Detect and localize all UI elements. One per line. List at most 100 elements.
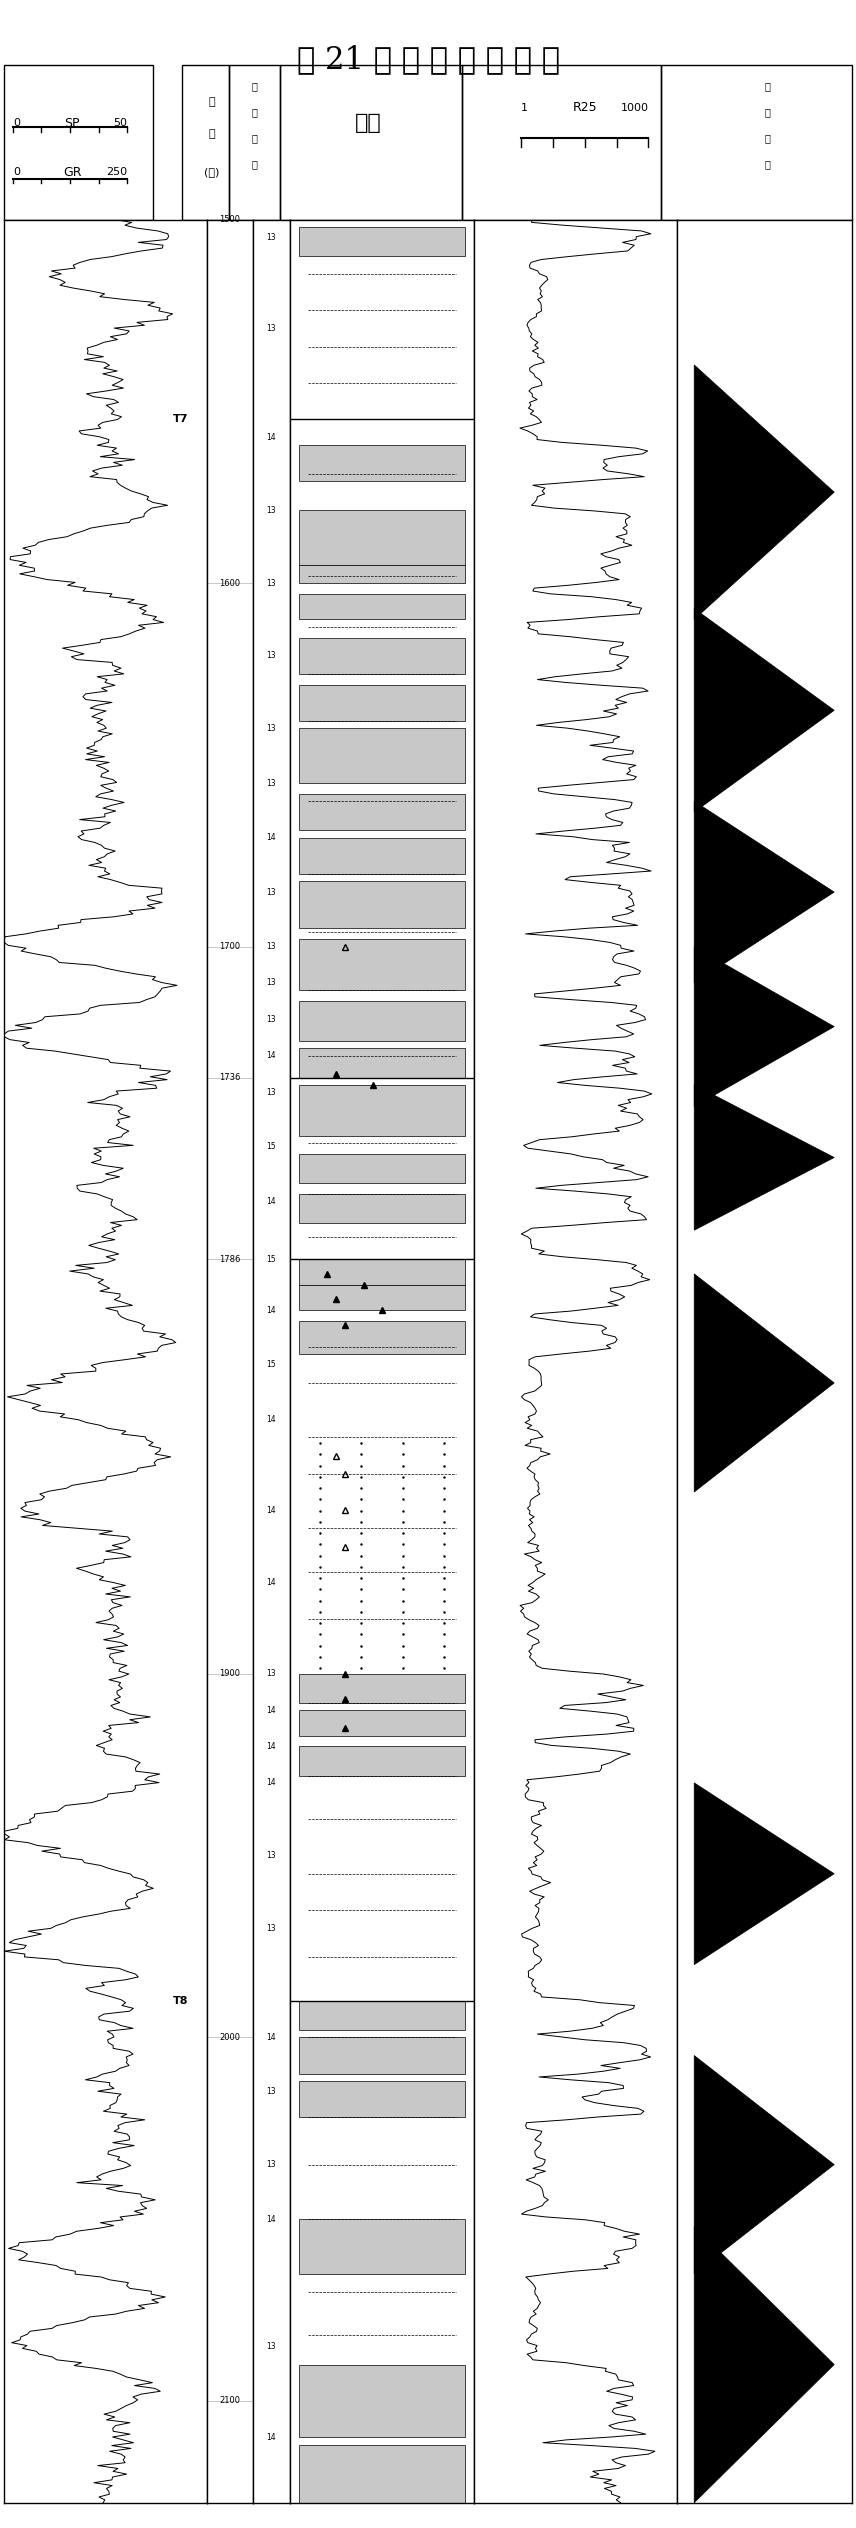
Bar xyxy=(299,940,465,991)
Text: 1700: 1700 xyxy=(219,943,241,951)
Text: 13: 13 xyxy=(266,887,276,897)
Text: 度: 度 xyxy=(209,129,215,139)
Bar xyxy=(299,1709,465,1737)
Text: 50: 50 xyxy=(113,119,128,129)
Text: 1736: 1736 xyxy=(219,1072,241,1082)
Text: 14: 14 xyxy=(266,2432,276,2442)
Text: 太 21 井 单 井 旋 回 分 析: 太 21 井 单 井 旋 回 分 析 xyxy=(296,43,560,76)
Polygon shape xyxy=(694,2227,835,2503)
Polygon shape xyxy=(694,364,835,619)
Text: 1500: 1500 xyxy=(219,215,241,225)
Bar xyxy=(299,1153,465,1183)
Text: 14: 14 xyxy=(266,1577,276,1588)
Text: 14: 14 xyxy=(266,1304,276,1315)
Text: 1600: 1600 xyxy=(219,579,241,586)
Bar xyxy=(299,1259,465,1284)
Text: (米): (米) xyxy=(205,167,220,177)
Bar xyxy=(299,728,465,784)
Text: 沉: 沉 xyxy=(764,81,770,91)
Bar xyxy=(299,685,465,720)
Text: 13: 13 xyxy=(266,1924,276,1934)
Text: 13: 13 xyxy=(266,1087,276,1097)
Text: 代: 代 xyxy=(252,134,257,144)
Text: 14: 14 xyxy=(266,1416,276,1423)
Bar xyxy=(299,2002,465,2030)
Text: 15: 15 xyxy=(266,1360,276,1370)
Text: 0: 0 xyxy=(13,167,20,177)
Text: 13: 13 xyxy=(266,652,276,660)
Text: 13: 13 xyxy=(266,2159,276,2169)
Polygon shape xyxy=(694,609,835,811)
Text: 1900: 1900 xyxy=(219,1668,241,1679)
Text: 250: 250 xyxy=(106,167,128,177)
Text: 14: 14 xyxy=(266,834,276,842)
Text: 14: 14 xyxy=(266,2215,276,2225)
Bar xyxy=(299,2364,465,2437)
Text: 13: 13 xyxy=(266,1014,276,1024)
Bar xyxy=(299,1049,465,1077)
Bar xyxy=(182,66,229,220)
Text: 14: 14 xyxy=(266,1052,276,1059)
Bar xyxy=(299,2220,465,2273)
Text: 14: 14 xyxy=(266,1706,276,1714)
Bar xyxy=(299,1322,465,1355)
Text: 2100: 2100 xyxy=(219,2397,241,2407)
Bar xyxy=(299,594,465,619)
Bar xyxy=(229,66,280,220)
Text: 14: 14 xyxy=(266,1777,276,1787)
Polygon shape xyxy=(694,1782,835,1964)
Text: 13: 13 xyxy=(266,1668,276,1679)
Text: 13: 13 xyxy=(266,324,276,334)
Text: GR: GR xyxy=(62,167,81,179)
Text: SP: SP xyxy=(64,116,80,129)
Bar xyxy=(299,1674,465,1704)
Bar xyxy=(299,511,465,564)
Text: 14: 14 xyxy=(266,2033,276,2043)
Text: 1000: 1000 xyxy=(621,104,648,114)
Text: 13: 13 xyxy=(266,779,276,789)
Text: 颜: 颜 xyxy=(252,81,257,91)
Polygon shape xyxy=(694,1085,835,1231)
Text: 13: 13 xyxy=(266,978,276,988)
Text: 2000: 2000 xyxy=(219,2033,241,2043)
Text: 深: 深 xyxy=(209,96,215,106)
Bar xyxy=(299,228,465,255)
Bar xyxy=(299,1193,465,1224)
Text: 回: 回 xyxy=(764,159,770,169)
Text: 15: 15 xyxy=(266,1143,276,1150)
Text: 13: 13 xyxy=(266,506,276,516)
Bar xyxy=(299,882,465,928)
Text: 14: 14 xyxy=(266,432,276,442)
Bar xyxy=(299,2038,465,2073)
Text: 0: 0 xyxy=(13,119,20,129)
Text: 15: 15 xyxy=(266,1254,276,1264)
Text: 积: 积 xyxy=(764,106,770,116)
Text: 13: 13 xyxy=(266,2341,276,2351)
Text: 13: 13 xyxy=(266,723,276,733)
Bar xyxy=(299,837,465,875)
Text: 13: 13 xyxy=(266,943,276,951)
Bar xyxy=(299,1747,465,1775)
Text: 13: 13 xyxy=(266,233,276,243)
Bar xyxy=(299,2445,465,2503)
Text: 剖面: 剖面 xyxy=(355,111,382,134)
Bar xyxy=(299,1085,465,1135)
Polygon shape xyxy=(694,2055,835,2273)
Text: 13: 13 xyxy=(266,1850,276,1861)
Text: 14: 14 xyxy=(266,1196,276,1206)
Bar xyxy=(462,66,661,220)
Text: 旋: 旋 xyxy=(764,134,770,144)
Text: 1786: 1786 xyxy=(219,1254,241,1264)
Text: 14: 14 xyxy=(266,1507,276,1514)
Polygon shape xyxy=(694,801,835,983)
Bar xyxy=(280,66,462,220)
Bar xyxy=(299,1284,465,1310)
Bar xyxy=(299,794,465,829)
Text: 1: 1 xyxy=(521,104,528,114)
Text: R25: R25 xyxy=(573,101,597,114)
Text: 14: 14 xyxy=(266,1742,276,1752)
Bar xyxy=(299,2081,465,2118)
Bar xyxy=(4,66,152,220)
Text: 号: 号 xyxy=(252,159,257,169)
Bar xyxy=(661,66,852,220)
